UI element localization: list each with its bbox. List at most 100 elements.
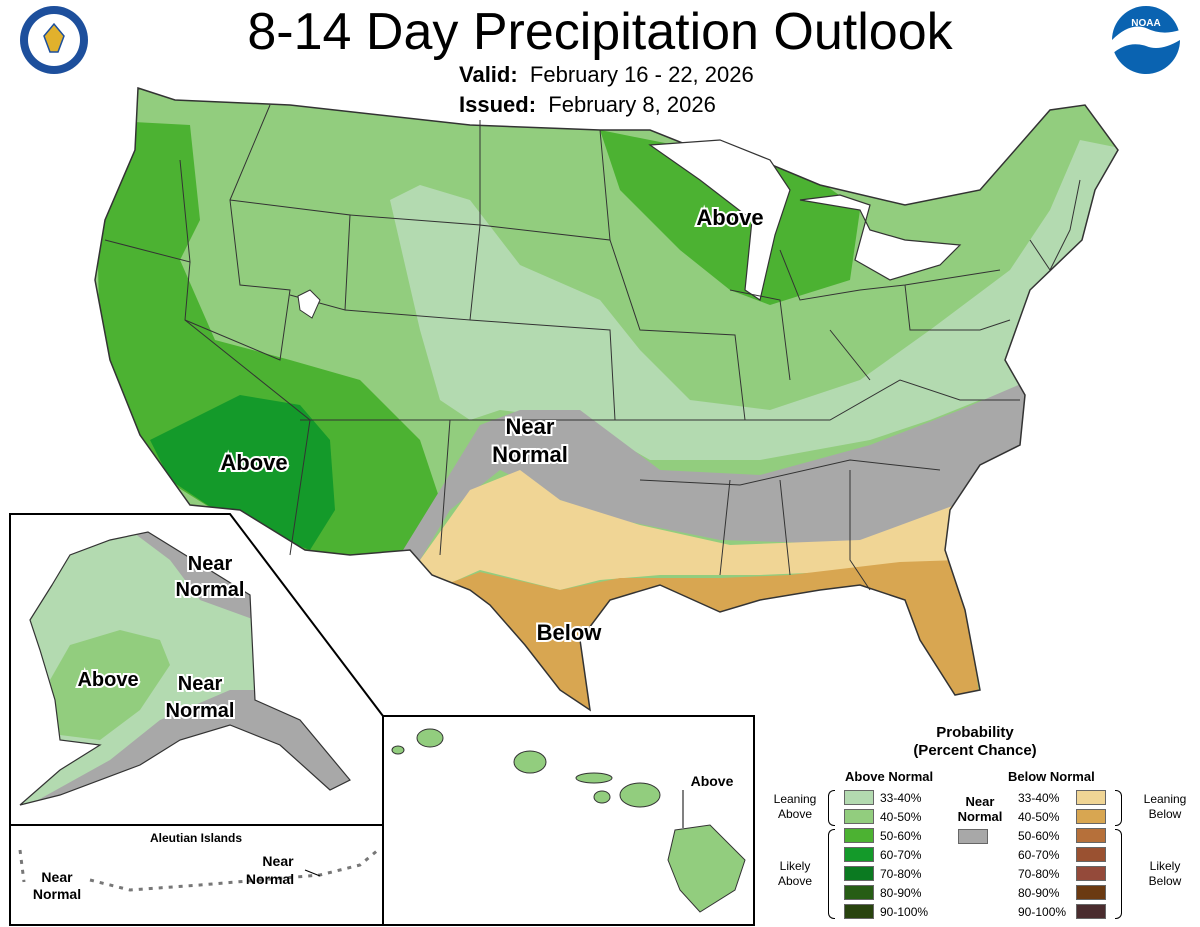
likely-above-brace [828, 829, 835, 919]
likely-below-brace [1115, 829, 1122, 919]
noaa-bird-icon [1112, 26, 1180, 54]
leaning-above-brace [828, 790, 835, 826]
above-swatch-4 [844, 847, 874, 862]
below-swatch-2 [1076, 809, 1106, 824]
leaning-below-brace [1115, 790, 1122, 826]
central-33-40-region [390, 140, 1118, 460]
conus-label-above-north: Above [696, 205, 763, 230]
likely-above-label: Likely Above [766, 859, 824, 889]
likely-below-line1: Likely [1149, 859, 1181, 873]
noaa-logo: NOAA [1112, 6, 1180, 74]
great-salt-lake [297, 289, 321, 319]
near-header-line1: Near [965, 794, 995, 809]
below-swatch-1 [1076, 790, 1106, 805]
issued-date: Issued: February 8, 2026 [459, 92, 716, 118]
above-swatch-6 [844, 885, 874, 900]
below-swatch-7 [1076, 904, 1106, 919]
alaska-label-near-north-2: Normal [176, 579, 245, 601]
below-label-7: 90-100% [1018, 905, 1067, 919]
aleutian-pointer-line [304, 869, 321, 877]
leaning-above-label: Leaning Above [766, 792, 824, 822]
legend-title: Probability (Percent Chance) [900, 724, 1050, 760]
below-label-1: 33-40% [1018, 791, 1060, 805]
likely-above-line2: Above [777, 874, 813, 888]
valid-label: Valid: [459, 62, 518, 87]
below-label-6: 80-90% [1018, 886, 1060, 900]
legend-title-line2: (Percent Chance) [913, 742, 1037, 759]
aleutian-label-near-east-1: Near [262, 853, 294, 869]
hawaii-inset: Above [382, 715, 755, 926]
issued-label: Issued: [459, 92, 537, 117]
near-normal-swatch [958, 829, 988, 844]
near-normal-header: Near Normal [955, 794, 1005, 824]
alaska-above-region [50, 630, 170, 740]
alaska-label-near-south-1: Near [178, 673, 223, 695]
southwest-60-70-region [150, 395, 335, 550]
conus-outline [94, 86, 1119, 712]
above-label-5: 70-80% [880, 867, 922, 881]
gulf-33-40-region [420, 470, 960, 590]
aleutian-label-near-west-2: Normal [33, 886, 81, 902]
hawaii-label-above: Above [691, 773, 734, 789]
leaning-below-line1: Leaning [1143, 792, 1187, 806]
gulf-coast-40-50-region [430, 560, 980, 710]
likely-above-line1: Likely [779, 859, 811, 873]
aleutian-inset-frame [9, 824, 384, 926]
above-label-7: 90-100% [880, 905, 929, 919]
aleutian-label-near-east-2: Normal [246, 871, 294, 887]
conus-label-near-line1: Near [506, 414, 555, 439]
alaska-inset: Near Normal Above Near Normal [9, 513, 384, 826]
conus-label-below: Below [537, 620, 603, 645]
below-normal-header: Below Normal [1008, 769, 1095, 784]
above-swatch-7 [844, 904, 874, 919]
alaska-label-near-north-1: Near [188, 553, 233, 575]
aleutian-inset: Aleutian Islands Near Normal Near Normal [9, 824, 384, 926]
lake-michigan-superior [648, 139, 791, 301]
near-header-line2: Normal [957, 809, 1003, 824]
above-swatch-2 [844, 809, 874, 824]
alaska-outline [19, 531, 351, 806]
legend-title-line1: Probability [936, 724, 1014, 741]
above-swatch-3 [844, 828, 874, 843]
aleutian-title: Aleutian Islands [150, 831, 242, 845]
eagle-icon [43, 22, 65, 53]
below-swatch-6 [1076, 885, 1106, 900]
above-label-2: 40-50% [880, 810, 922, 824]
probability-legend: Probability (Percent Chance) Above Norma… [760, 722, 1200, 927]
leaning-below-label: Leaning Below [1136, 792, 1194, 822]
below-swatch-3 [1076, 828, 1106, 843]
below-swatch-5 [1076, 866, 1106, 881]
aleutian-label-near-west-1: Near [41, 869, 73, 885]
state-boundaries [104, 104, 1081, 591]
conus-label-near-line2: Normal [492, 442, 568, 467]
below-label-2: 40-50% [1018, 810, 1060, 824]
leaning-above-line2: Above [777, 807, 813, 821]
above-label-4: 60-70% [880, 848, 922, 862]
noaa-logo-text: NOAA [1131, 18, 1160, 29]
above-normal-header: Above Normal [845, 769, 934, 784]
leaning-below-line2: Below [1148, 807, 1182, 821]
above-label-6: 80-90% [880, 886, 922, 900]
leaning-above-line1: Leaning [773, 792, 817, 806]
aleutian-islands-chain [18, 848, 379, 892]
southern-near-normal-region [400, 380, 1040, 560]
valid-date: Valid: February 16 - 22, 2026 [459, 62, 754, 88]
above-label-1: 33-40% [880, 791, 922, 805]
below-label-5: 70-80% [1018, 867, 1060, 881]
alaska-label-above: Above [77, 669, 138, 691]
issued-value: February 8, 2026 [548, 92, 716, 117]
below-label-4: 60-70% [1018, 848, 1060, 862]
lake-huron-erie [799, 194, 962, 281]
commerce-seal-logo [20, 6, 88, 74]
above-swatch-1 [844, 790, 874, 805]
hawaii-islands [391, 728, 746, 913]
above-swatch-5 [844, 866, 874, 881]
likely-below-label: Likely Below [1136, 859, 1194, 889]
conus-label-above-west: Above [220, 450, 287, 475]
below-label-3: 50-60% [1018, 829, 1060, 843]
alaska-label-near-south-2: Normal [166, 700, 235, 722]
valid-value: February 16 - 22, 2026 [529, 62, 754, 87]
likely-below-line2: Below [1148, 874, 1182, 888]
above-label-3: 50-60% [880, 829, 922, 843]
